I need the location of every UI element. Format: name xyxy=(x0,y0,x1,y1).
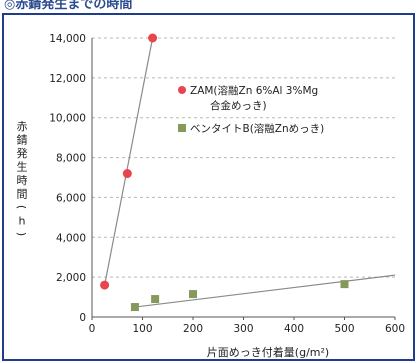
x-tick-label: 400 xyxy=(284,323,304,335)
y-tick-label: 2,000 xyxy=(56,272,86,284)
data-point-series-2 xyxy=(340,280,349,289)
trend-line-series-2 xyxy=(134,274,396,308)
data-point-series-2 xyxy=(151,295,160,304)
y-axis-label-char: h xyxy=(19,215,26,228)
legend-label-series-2: ベンタイトB(溶融Znめっき) xyxy=(190,122,324,135)
tick-labels: 0 2,000 4,000 6,000 8,000 10,000 12,000 14,000 0… xyxy=(49,33,405,335)
y-axis-label-char: 赤 xyxy=(17,120,28,133)
data-points xyxy=(100,33,349,312)
trend-line-series-1 xyxy=(104,37,154,286)
x-tick-label: 200 xyxy=(183,323,203,335)
y-tick-label: 8,000 xyxy=(56,153,86,165)
x-tick-label: 500 xyxy=(334,323,354,335)
y-axis-label-char: ( xyxy=(15,205,28,209)
grid-lines xyxy=(92,37,395,278)
y-tick-label: 10,000 xyxy=(49,113,86,125)
axes xyxy=(91,38,396,320)
plot-area xyxy=(92,38,395,317)
legend-marker-series-1 xyxy=(178,86,186,94)
y-axis-label-char: ) xyxy=(15,232,28,236)
data-point-series-2 xyxy=(189,290,197,299)
legend: ZAM(溶融Zn 6%Al 3%Mg 合金めっき) ベンタイトB(溶融Znめっき) xyxy=(178,84,324,135)
data-point-series-2 xyxy=(130,303,139,312)
legend-marker-series-2 xyxy=(178,124,186,132)
y-tick-label: 12,000 xyxy=(49,73,86,85)
chart-title: ◎赤錆発生までの時間 xyxy=(4,0,132,12)
y-tick-label: 0 xyxy=(79,312,86,324)
y-tick-label: 4,000 xyxy=(56,232,86,244)
legend-label-series-1: 合金めっき) xyxy=(210,99,267,112)
data-point-series-1 xyxy=(100,280,110,290)
y-axis-label-char: 時 xyxy=(17,174,28,187)
y-axis-label-char: 錆 xyxy=(17,133,28,147)
x-tick-label: 100 xyxy=(132,323,152,335)
y-tick-label: 6,000 xyxy=(56,192,86,204)
data-point-series-1 xyxy=(148,33,158,43)
legend-label-series-1: ZAM(溶融Zn 6%Al 3%Mg xyxy=(190,84,318,97)
y-axis-label-char: 間 xyxy=(17,188,28,201)
x-tick-label: 300 xyxy=(233,323,253,335)
y-axis-label-char: 発 xyxy=(17,146,28,160)
data-point-series-1 xyxy=(122,169,132,179)
trend-lines xyxy=(104,37,396,308)
y-tick-label: 14,000 xyxy=(49,33,86,45)
x-tick-label: 600 xyxy=(385,323,405,335)
x-axis-label: 片面めっき付着量(g/m²) xyxy=(207,345,329,359)
y-axis-label-char: 生 xyxy=(17,160,28,174)
x-tick-label: 0 xyxy=(89,323,96,335)
